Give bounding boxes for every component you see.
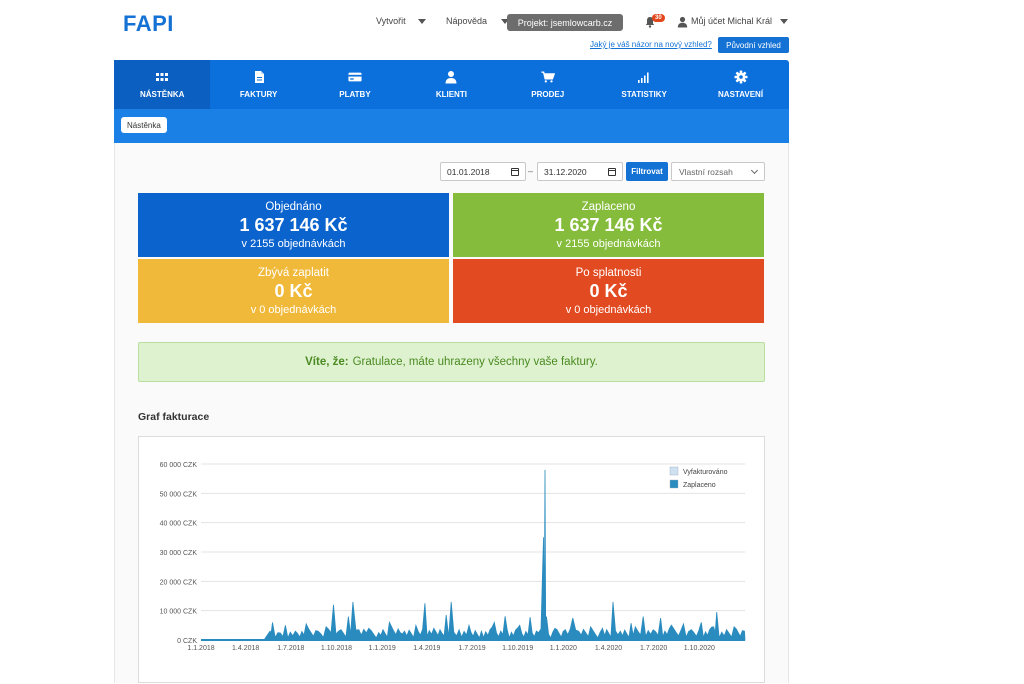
nav-item-statistics[interactable]: STATISTIKY bbox=[596, 60, 692, 109]
y-tick-label: 60 000 CZK bbox=[160, 462, 198, 469]
old-look-button[interactable]: Původní vzhled bbox=[718, 37, 789, 53]
y-tick-label: 50 000 CZK bbox=[160, 491, 198, 498]
calendar-icon[interactable] bbox=[608, 167, 616, 176]
main-nav: NÁSTĚNKA FAKTURY PLATBY KLIENTI PRODEJ bbox=[114, 60, 789, 109]
range-select-value: Vlastní rozsah bbox=[679, 166, 733, 177]
legend-swatch bbox=[669, 466, 679, 476]
y-tick-label: 20 000 CZK bbox=[160, 579, 198, 586]
tile-amount: 0 Kč bbox=[589, 280, 628, 301]
help-menu[interactable]: Nápověda bbox=[446, 16, 510, 26]
sub-nav: Nástěnka bbox=[114, 109, 789, 143]
cart-icon bbox=[541, 71, 555, 83]
nav-item-sales[interactable]: PRODEJ bbox=[500, 60, 596, 109]
tile-subtext: v 2155 objednávkách bbox=[241, 237, 346, 250]
y-tick-label: 10 000 CZK bbox=[160, 609, 198, 616]
tile-subtext: v 0 objednávkách bbox=[565, 303, 652, 316]
x-tick-label: 1.4.2019 bbox=[413, 645, 440, 652]
date-from-value: 01.01.2018 bbox=[447, 166, 490, 177]
tile-subtext: v 0 objednávkách bbox=[250, 303, 337, 316]
nav-item-label: STATISTIKY bbox=[621, 90, 667, 99]
nav-item-label: NÁSTĚNKA bbox=[139, 90, 185, 99]
nav-item-label: PRODEJ bbox=[531, 90, 565, 99]
range-select[interactable]: Vlastní rozsah bbox=[671, 162, 765, 181]
document-icon bbox=[254, 71, 264, 83]
create-menu[interactable]: Vytvořit bbox=[376, 16, 426, 26]
chevron-down-icon bbox=[750, 166, 759, 174]
x-tick-label: 1.1.2019 bbox=[369, 645, 396, 652]
tile-label: Po splatnosti bbox=[575, 266, 642, 279]
legend-label: Vyfakturováno bbox=[683, 469, 728, 476]
paid-tile: Zaplaceno 1 637 146 Kč v 2155 objednávká… bbox=[453, 193, 764, 257]
x-tick-label: 1.7.2020 bbox=[640, 645, 667, 652]
nav-item-payments[interactable]: PLATBY bbox=[307, 60, 403, 109]
grid-icon bbox=[156, 73, 169, 81]
x-tick-label: 1.10.2019 bbox=[502, 645, 533, 652]
info-text: Gratulace, máte uhrazeny všechny vaše fa… bbox=[352, 356, 598, 368]
subtab-dashboard[interactable]: Nástěnka bbox=[121, 117, 167, 133]
x-tick-label: 1.10.2018 bbox=[321, 645, 352, 652]
y-tick-label: 40 000 CZK bbox=[160, 521, 198, 528]
nav-item-dashboard[interactable]: NÁSTĚNKA bbox=[114, 60, 211, 109]
date-range-separator: – bbox=[528, 166, 534, 176]
feedback-link[interactable]: Jaký je váš názor na nový vzhled? bbox=[590, 40, 712, 49]
chevron-down-icon bbox=[417, 18, 426, 24]
chevron-down-icon bbox=[501, 18, 510, 24]
x-tick-label: 1.4.2020 bbox=[595, 645, 622, 652]
date-to-field[interactable]: 31.12.2020 bbox=[537, 162, 623, 181]
bars-icon bbox=[638, 72, 649, 83]
nav-item-invoices[interactable]: FAKTURY bbox=[210, 60, 306, 109]
filter-button[interactable]: Filtrovat bbox=[626, 162, 668, 181]
nav-item-settings[interactable]: NASTAVENÍ bbox=[692, 60, 788, 109]
account-menu[interactable]: Můj účet Michal Král bbox=[691, 16, 789, 26]
y-tick-label: 0 CZK bbox=[177, 638, 197, 645]
date-from-field[interactable]: 01.01.2018 bbox=[440, 162, 526, 181]
info-prefix: Víte, že: bbox=[305, 356, 349, 368]
tile-amount: 1 637 146 Kč bbox=[554, 214, 663, 235]
tile-label: Zaplaceno bbox=[581, 200, 636, 213]
tile-label: Objednáno bbox=[265, 200, 322, 213]
ordered-tile: Objednáno 1 637 146 Kč v 2155 objednávká… bbox=[138, 193, 449, 257]
user-icon bbox=[445, 71, 457, 84]
nav-item-label: FAKTURY bbox=[239, 90, 278, 99]
billing-chart-svg: 0 CZK 10 000 CZK 20 000 CZK 30 000 CZK 40 00… bbox=[160, 462, 746, 652]
chart-title: Graf fakturace bbox=[138, 411, 210, 423]
billing-chart: 0 CZK 10 000 CZK 20 000 CZK 30 000 CZK 40 00… bbox=[138, 436, 765, 683]
info-alert: Víte, že: Gratulace, máte uhrazeny všech… bbox=[138, 342, 765, 382]
project-selector[interactable]: Projekt: jsemlowcarb.cz bbox=[507, 14, 623, 31]
series-zaplaceno-area bbox=[201, 469, 746, 641]
legend-swatch bbox=[669, 479, 679, 489]
nav-item-clients[interactable]: KLIENTI bbox=[403, 60, 499, 109]
top-bar: FAPI Vytvořit Nápověda Projekt: jsemlowc… bbox=[0, 0, 1024, 60]
tile-amount: 0 Kč bbox=[274, 280, 313, 301]
x-tick-label: 1.10.2020 bbox=[684, 645, 715, 652]
gear-icon bbox=[734, 70, 748, 84]
x-tick-label: 1.4.2018 bbox=[232, 645, 259, 652]
tile-label: Zbývá zaplatit bbox=[258, 266, 329, 279]
credit-card-icon bbox=[348, 72, 362, 82]
nav-item-label: PLATBY bbox=[339, 90, 371, 99]
account-menu-label: Můj účet Michal Král bbox=[691, 16, 773, 26]
tile-amount: 1 637 146 Kč bbox=[239, 214, 348, 235]
user-icon bbox=[677, 16, 688, 28]
legend-label: Zaplaceno bbox=[683, 482, 716, 489]
notifications-badge: 30 bbox=[652, 14, 665, 22]
remaining-tile: Zbývá zaplatit 0 Kč v 0 objednávkách bbox=[138, 259, 449, 323]
calendar-icon[interactable] bbox=[511, 167, 519, 176]
x-tick-label: 1.1.2018 bbox=[187, 645, 214, 652]
date-to-value: 31.12.2020 bbox=[544, 166, 587, 177]
overdue-tile: Po splatnosti 0 Kč v 0 objednávkách bbox=[453, 259, 764, 323]
nav-item-label: NASTAVENÍ bbox=[718, 90, 764, 99]
fapi-logo[interactable]: FAPI bbox=[123, 11, 174, 36]
tile-subtext: v 2155 objednávkách bbox=[556, 237, 661, 250]
create-menu-label: Vytvořit bbox=[376, 16, 406, 26]
x-tick-label: 1.1.2020 bbox=[550, 645, 577, 652]
y-tick-label: 30 000 CZK bbox=[160, 550, 198, 557]
help-menu-label: Nápověda bbox=[446, 16, 488, 26]
x-tick-label: 1.7.2019 bbox=[458, 645, 485, 652]
nav-item-label: KLIENTI bbox=[435, 90, 467, 99]
x-tick-label: 1.7.2018 bbox=[277, 645, 304, 652]
chevron-down-icon bbox=[780, 18, 789, 24]
